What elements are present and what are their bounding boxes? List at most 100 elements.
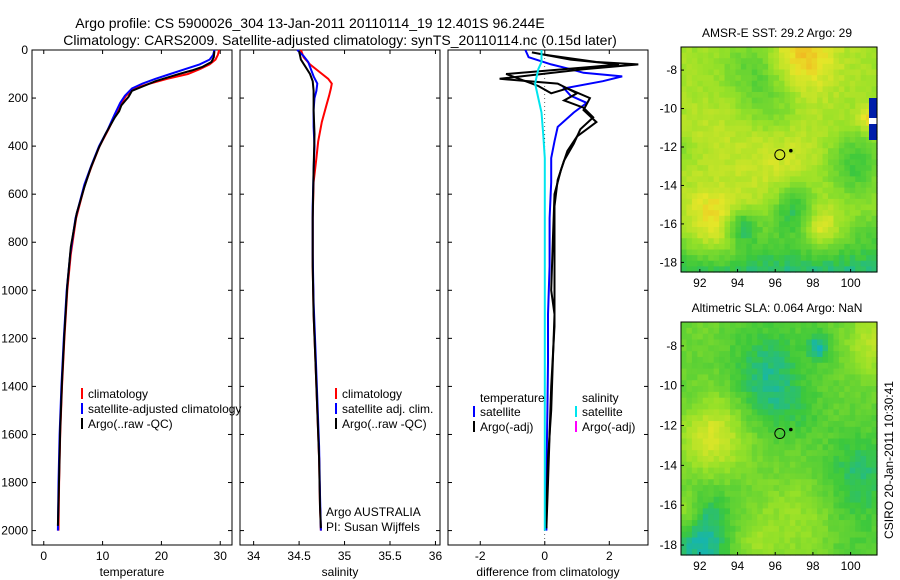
sst-map-cell — [817, 153, 824, 161]
sla-map-cell — [740, 421, 747, 428]
sla-map-cell — [708, 409, 715, 416]
sla-map-cell — [860, 391, 867, 399]
sst-map-cell — [817, 227, 824, 234]
sla-map-cell — [686, 426, 693, 434]
sst-map-cell — [735, 75, 742, 82]
sla-map-cell — [757, 450, 764, 457]
sst-map-cell — [730, 69, 737, 76]
sla-map-cell — [795, 490, 802, 498]
sla-map-cell — [849, 473, 856, 480]
sst-map-cell — [708, 260, 715, 267]
sla-map-cell — [784, 322, 791, 329]
sla-map-cell — [838, 380, 845, 387]
sst-map-cell — [855, 165, 862, 172]
sst-map-cell — [719, 153, 726, 161]
sst-map-cell — [713, 159, 720, 166]
sla-map-cell — [740, 333, 747, 341]
sst-map-cell — [768, 47, 775, 54]
sst-map-cell — [844, 193, 851, 200]
sst-map-cell — [740, 176, 747, 183]
sla-map-cell — [762, 496, 769, 504]
sst-map-cell — [713, 227, 720, 234]
sla-map-cell — [844, 496, 851, 504]
sla-map-cell — [740, 426, 747, 434]
sla-map-cell — [740, 531, 747, 539]
sst-map-cell — [806, 165, 813, 172]
sla-map-cell — [697, 333, 704, 341]
sst-map-cell — [817, 47, 824, 54]
sla-map-cell — [795, 508, 802, 515]
sst-map-cell — [681, 148, 688, 155]
sst-map-cell — [773, 92, 780, 99]
sst-map-cell — [751, 131, 758, 138]
sla-map-title: Altimetric SLA: 0.064 Argo: NaN — [692, 301, 863, 315]
sst-map-cell — [838, 97, 845, 104]
sst-map-cell — [768, 215, 775, 222]
sla-map-cell — [871, 473, 878, 480]
sst-map-cell — [691, 176, 698, 183]
sla-map-cell — [751, 531, 758, 539]
sst-map-cell — [730, 204, 737, 211]
sst-map-cell — [686, 159, 693, 166]
sla-map-cell — [746, 485, 753, 492]
sla-map-cell — [740, 490, 747, 498]
sla-map-cell — [844, 322, 851, 329]
sla-map-cell — [702, 485, 709, 492]
sst-map-cell — [811, 187, 818, 194]
sla-map-cell — [713, 333, 720, 341]
sst-map-cell — [713, 198, 720, 206]
sla-map-cell — [833, 543, 840, 550]
sst-map-cell — [719, 52, 726, 59]
sst-map-cell — [838, 182, 845, 189]
sla-map-cell — [844, 502, 851, 509]
sst-map-cell — [838, 266, 845, 273]
sst-map-cell — [779, 260, 786, 267]
sla-map-cell — [691, 508, 698, 515]
sst-map-cell — [730, 159, 737, 166]
sla-map-cell — [773, 339, 780, 346]
sst-map-cell — [730, 120, 737, 127]
sla-map-cell — [828, 374, 835, 381]
sst-map-cell — [789, 69, 796, 76]
sla-map-cell — [691, 455, 698, 463]
sla-map-cell — [735, 415, 742, 422]
sst-map-cell — [817, 260, 824, 267]
salinity-axes-box — [239, 49, 441, 546]
sla-map-cell — [817, 520, 824, 527]
sla-map-cell — [768, 549, 775, 556]
sla-map-cell — [713, 473, 720, 480]
sst-map-cell — [730, 47, 737, 54]
sla-map-cell — [789, 508, 796, 515]
sst-map-cell — [817, 221, 824, 228]
sla-map-cell — [740, 461, 747, 469]
sst-map-cell — [866, 182, 873, 189]
sst-map-cell — [751, 227, 758, 234]
sla-map-cell — [795, 421, 802, 428]
sst-map-cell — [773, 221, 780, 228]
sla-map-cell — [757, 351, 764, 358]
sst-map-cell — [844, 204, 851, 211]
sla-map-cell — [751, 461, 758, 469]
sla-map-cell — [828, 322, 835, 329]
sst-map-cell — [697, 52, 704, 59]
sla-map-cell — [686, 479, 693, 486]
sst-map-cell — [719, 80, 726, 87]
sst-map-cell — [779, 97, 786, 104]
sla-map-cell — [866, 473, 873, 480]
sst-map-cell — [849, 204, 856, 211]
sla-map-cell — [860, 368, 867, 376]
sst-map-cell — [817, 75, 824, 82]
sla-map-cell — [751, 339, 758, 346]
sla-map-cell — [817, 514, 824, 521]
sla-map-cell — [822, 525, 829, 533]
sla-map-cell — [691, 438, 698, 445]
sst-map-cell — [844, 58, 851, 65]
sla-map-cell — [708, 351, 715, 358]
sla-map-cell — [866, 374, 873, 381]
sst-map-cell — [833, 75, 840, 82]
sst-map-cell — [724, 266, 731, 273]
sla-map-cell — [779, 362, 786, 370]
sst-map-cell — [866, 63, 873, 71]
sla-map-cell — [702, 525, 709, 533]
sla-map-cell — [768, 496, 775, 504]
